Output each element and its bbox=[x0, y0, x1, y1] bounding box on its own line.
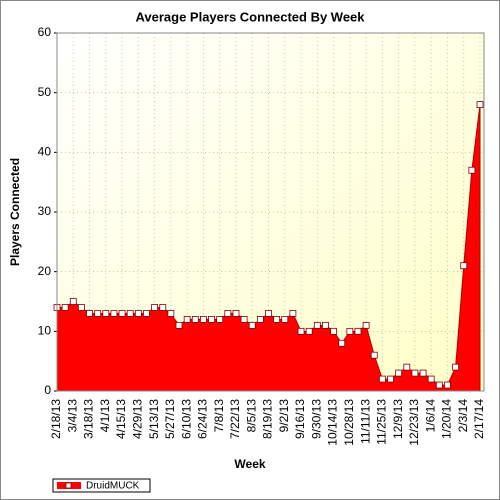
marker bbox=[102, 310, 110, 317]
marker bbox=[86, 310, 93, 317]
marker bbox=[305, 327, 313, 335]
marker bbox=[118, 310, 126, 317]
x-tick-label: 8/5/13 bbox=[244, 399, 258, 433]
y-tick-label: 10 bbox=[38, 324, 52, 338]
marker bbox=[256, 315, 264, 323]
marker bbox=[273, 315, 281, 323]
marker bbox=[240, 315, 248, 323]
x-tick-label: 9/30/13 bbox=[309, 399, 323, 439]
x-tick-label: 8/19/13 bbox=[261, 399, 275, 439]
legend-label: DruidMUCK bbox=[86, 481, 140, 492]
chart-title: Average Players Connected By Week bbox=[135, 9, 365, 24]
y-tick-label: 20 bbox=[38, 264, 52, 278]
marker bbox=[411, 369, 419, 377]
marker bbox=[151, 304, 159, 311]
marker bbox=[183, 315, 191, 323]
x-tick-label: 1/20/14 bbox=[440, 399, 454, 439]
marker bbox=[419, 369, 427, 377]
marker bbox=[61, 304, 69, 311]
x-tick-label: 7/8/13 bbox=[212, 399, 226, 433]
y-tick-label: 0 bbox=[44, 383, 51, 397]
marker bbox=[460, 262, 468, 270]
marker bbox=[143, 310, 150, 317]
x-tick-label: 1/6/14 bbox=[423, 399, 437, 433]
y-tick-label: 50 bbox=[38, 85, 52, 99]
marker bbox=[69, 298, 77, 305]
x-tick-label: 2/17/14 bbox=[472, 399, 486, 439]
y-axis-title: Players Connected bbox=[8, 158, 22, 266]
x-tick-label: 10/28/13 bbox=[342, 399, 356, 446]
marker bbox=[94, 310, 102, 317]
x-tick-label: 4/1/13 bbox=[98, 399, 112, 433]
y-tick-label: 40 bbox=[38, 145, 52, 159]
marker bbox=[289, 310, 297, 317]
marker bbox=[265, 310, 272, 317]
marker bbox=[313, 321, 321, 329]
marker bbox=[354, 327, 362, 335]
x-tick-label: 5/13/13 bbox=[147, 399, 161, 439]
marker bbox=[403, 363, 411, 371]
marker bbox=[134, 310, 142, 317]
x-tick-label: 9/16/13 bbox=[293, 399, 307, 439]
marker bbox=[191, 315, 199, 323]
marker bbox=[281, 315, 289, 323]
marker bbox=[468, 166, 476, 174]
marker bbox=[370, 351, 378, 359]
x-tick-label: 2/18/13 bbox=[49, 399, 63, 439]
marker bbox=[476, 101, 484, 108]
x-tick-label: 3/4/13 bbox=[65, 399, 79, 433]
x-axis-title: Week bbox=[234, 457, 265, 471]
y-tick-label: 60 bbox=[38, 25, 52, 39]
marker bbox=[126, 310, 134, 317]
marker bbox=[200, 315, 207, 323]
x-tick-label: 4/29/13 bbox=[131, 399, 145, 439]
marker bbox=[78, 304, 85, 311]
x-tick-label: 9/2/13 bbox=[277, 399, 291, 433]
marker bbox=[216, 315, 224, 323]
marker bbox=[444, 381, 451, 389]
marker bbox=[395, 369, 403, 377]
marker bbox=[322, 321, 329, 329]
x-tick-label: 5/27/13 bbox=[163, 399, 177, 439]
marker bbox=[378, 375, 386, 383]
marker bbox=[224, 310, 232, 317]
marker bbox=[110, 310, 118, 317]
marker bbox=[435, 381, 443, 389]
marker bbox=[159, 304, 167, 311]
marker bbox=[330, 327, 337, 335]
x-tick-label: 10/14/13 bbox=[326, 399, 340, 446]
marker bbox=[427, 375, 435, 383]
marker bbox=[452, 363, 459, 371]
x-tick-label: 11/25/13 bbox=[375, 399, 389, 445]
x-tick-label: 7/22/13 bbox=[228, 399, 242, 439]
marker bbox=[338, 339, 346, 347]
x-tick-label: 11/11/13 bbox=[358, 399, 372, 444]
marker bbox=[346, 327, 354, 335]
y-tick-label: 30 bbox=[38, 204, 52, 218]
x-tick-label: 4/15/13 bbox=[114, 399, 128, 439]
legend-marker bbox=[65, 482, 72, 489]
plot-border bbox=[56, 32, 485, 392]
marker bbox=[387, 375, 394, 383]
marker bbox=[232, 310, 240, 317]
x-tick-label: 3/18/13 bbox=[82, 399, 96, 439]
marker bbox=[362, 321, 370, 329]
x-tick-label: 12/23/13 bbox=[407, 399, 421, 446]
x-tick-label: 6/24/13 bbox=[196, 399, 210, 439]
marker bbox=[167, 310, 175, 317]
x-tick-label: 6/10/13 bbox=[179, 399, 193, 439]
x-tick-label: 2/3/14 bbox=[456, 399, 470, 433]
x-tick-label: 12/9/13 bbox=[391, 399, 405, 439]
marker bbox=[248, 321, 256, 329]
marker bbox=[297, 327, 305, 335]
marker bbox=[175, 321, 183, 329]
marker bbox=[208, 315, 215, 323]
